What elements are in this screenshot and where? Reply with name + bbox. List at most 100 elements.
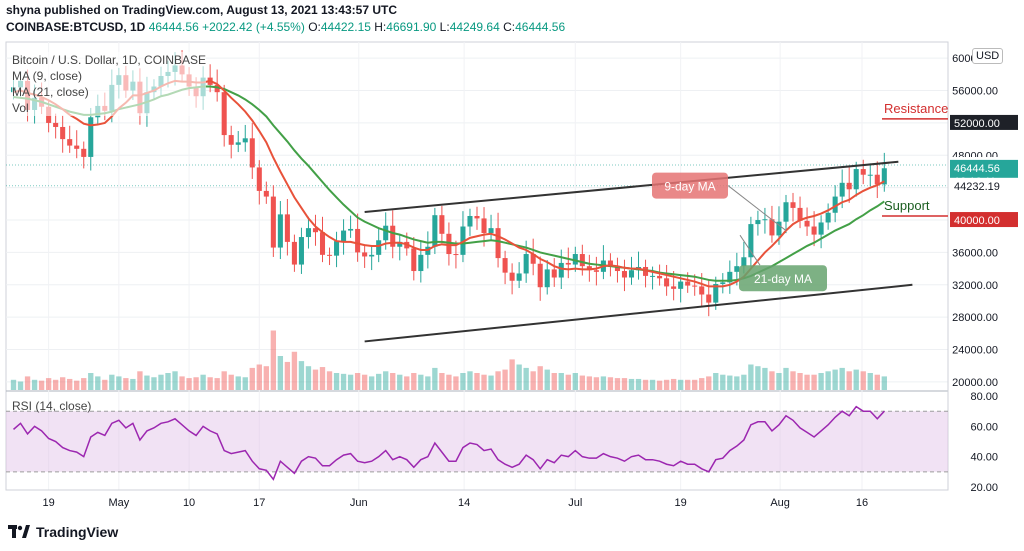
volume-bar bbox=[797, 373, 803, 390]
tradingview-logo[interactable]: TradingView bbox=[8, 524, 118, 540]
volume-bar bbox=[621, 378, 628, 390]
candle-body bbox=[305, 228, 311, 238]
volume-bar bbox=[642, 379, 649, 390]
last-price: 46444.56 bbox=[148, 20, 199, 34]
ma9-callout-bg bbox=[652, 172, 728, 199]
candle-body bbox=[523, 254, 529, 274]
resistance-level-tag-bg bbox=[950, 114, 1018, 130]
volume-bar bbox=[523, 367, 529, 390]
candle-body bbox=[748, 224, 754, 258]
price-tick-label: 28000.00 bbox=[952, 312, 998, 324]
volume-bar bbox=[635, 378, 642, 390]
volume-bar bbox=[607, 377, 614, 390]
candle-body bbox=[369, 254, 375, 257]
volume-bar bbox=[776, 373, 782, 390]
volume-bar bbox=[818, 373, 824, 390]
volume-bar bbox=[670, 378, 677, 390]
candle-body bbox=[671, 286, 677, 289]
candle-body bbox=[825, 212, 831, 223]
candle-body bbox=[551, 269, 557, 278]
volume-bar bbox=[347, 374, 354, 390]
price-tick-label: 20000.00 bbox=[952, 377, 998, 389]
volume-bar bbox=[502, 369, 508, 390]
volume-bar bbox=[31, 379, 38, 390]
volume-bar bbox=[200, 374, 206, 390]
volume-bar bbox=[326, 371, 333, 390]
ohlc-line: COINBASE:BTCUSD, 1D 46444.56 +2022.42 (+… bbox=[6, 20, 565, 34]
volume-bar bbox=[340, 373, 347, 390]
volume-bar bbox=[38, 380, 45, 390]
volume-bar bbox=[333, 373, 340, 390]
candle-body bbox=[453, 254, 459, 256]
volume-bar bbox=[832, 369, 838, 390]
candle-body bbox=[565, 262, 571, 265]
candle-body bbox=[593, 270, 599, 272]
tradingview-brand: TradingView bbox=[36, 524, 119, 540]
volume-bar bbox=[67, 378, 73, 390]
volume-bar bbox=[207, 377, 213, 390]
volume-bar bbox=[263, 366, 269, 390]
candle-body bbox=[516, 273, 522, 281]
volume-bar bbox=[530, 371, 536, 390]
volume-bar bbox=[60, 377, 66, 390]
rsi-pane: RSI (14, close) bbox=[6, 399, 948, 481]
volume-bar bbox=[235, 376, 241, 390]
legend-ma21[interactable]: MA (21, close) bbox=[12, 84, 207, 100]
volume-bar bbox=[383, 371, 389, 390]
resistance-level-tag: 52000.00 bbox=[954, 118, 1000, 130]
volume-bar bbox=[270, 330, 277, 390]
volume-bar bbox=[354, 373, 361, 390]
volume-bar bbox=[509, 359, 515, 390]
candle-body bbox=[776, 221, 782, 236]
time-tick-label: 17 bbox=[253, 497, 265, 509]
candle-body bbox=[685, 281, 691, 286]
volume-bar bbox=[600, 376, 607, 390]
currency-badge[interactable]: USD bbox=[972, 48, 1004, 64]
legend-ma9[interactable]: MA (9, close) bbox=[12, 68, 207, 84]
volume-bar bbox=[762, 367, 768, 390]
price-tick-label: 56000.00 bbox=[952, 86, 998, 98]
candle-body bbox=[467, 216, 473, 227]
low-label: L: bbox=[439, 20, 450, 34]
volume-bar bbox=[488, 375, 494, 390]
volume-bar bbox=[397, 374, 403, 390]
candle-body bbox=[411, 248, 417, 272]
time-tick-label: Jun bbox=[350, 497, 368, 509]
candle-body bbox=[383, 225, 389, 241]
price-tick-label: 32000.00 bbox=[952, 280, 998, 292]
rsi-line bbox=[13, 405, 885, 481]
candle-body bbox=[242, 138, 248, 143]
time-tick-label: 19 bbox=[675, 497, 687, 509]
candle-body bbox=[291, 241, 297, 265]
volume-bar bbox=[109, 374, 115, 390]
symbol-label: COINBASE:BTCUSD, 1D bbox=[6, 20, 146, 34]
volume-bar bbox=[123, 378, 129, 390]
volume-bar bbox=[439, 373, 445, 390]
time-tick-label: Aug bbox=[770, 497, 790, 509]
volume-bar bbox=[713, 373, 719, 390]
volume-bar bbox=[291, 351, 298, 390]
volume-bar bbox=[446, 374, 452, 390]
candle-body bbox=[334, 241, 340, 256]
volume-bar bbox=[860, 371, 866, 390]
volume-bar bbox=[706, 376, 712, 390]
legend-vol[interactable]: Vol bbox=[12, 100, 207, 116]
candle-body bbox=[53, 122, 59, 127]
volume-bar bbox=[586, 376, 593, 390]
channel-lower-line bbox=[364, 283, 913, 343]
volume-bar bbox=[52, 379, 59, 390]
candle-body bbox=[783, 202, 789, 222]
candle-body bbox=[270, 196, 276, 248]
price-change: +2022.42 (+4.55%) bbox=[202, 20, 305, 34]
volume-bar bbox=[418, 374, 424, 390]
candle-body bbox=[664, 278, 670, 287]
candle-body bbox=[284, 214, 290, 242]
ma9-callout: 9-day MA bbox=[664, 180, 715, 194]
candle-body bbox=[692, 285, 698, 287]
volume-bar bbox=[579, 375, 586, 390]
volume-bar bbox=[572, 373, 578, 390]
volume-bar bbox=[277, 356, 284, 390]
volume-bar bbox=[474, 373, 480, 390]
volume-bar bbox=[649, 379, 656, 390]
